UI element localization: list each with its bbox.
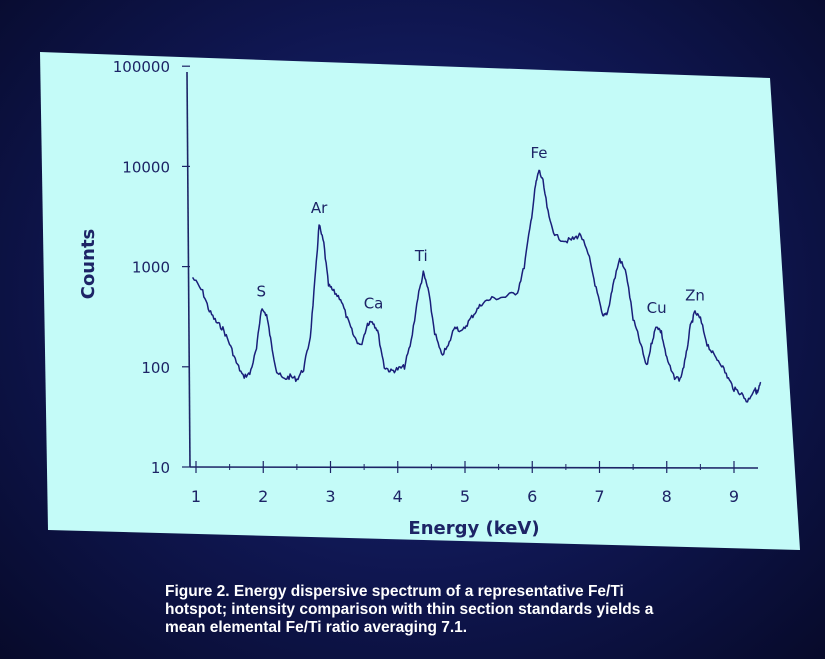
y-axis-line [186, 71, 191, 468]
x-tick-label: 1 [191, 487, 201, 506]
y-tick-group: 10 100 1000 10000 100000 [113, 58, 190, 477]
peak-label-fe: Fe [530, 144, 547, 162]
peak-label-s: S [256, 283, 266, 301]
x-axis-title: Energy (keV) [408, 518, 539, 539]
peak-label-ar: Ar [311, 199, 328, 217]
caption-line-2: hotspot; intensity comparison with thin … [165, 601, 654, 618]
spectrum-line [191, 169, 762, 403]
peak-label-group: S Ar Ca Ti Fe Cu Zn [256, 144, 704, 317]
x-tick-label: 7 [594, 487, 604, 506]
y-axis-title: Counts [78, 229, 99, 300]
x-tick-group: 1 2 3 4 5 6 7 8 9 [191, 461, 739, 506]
chart-panel [40, 52, 800, 550]
y-tick-label: 10 [151, 459, 170, 477]
peak-label-ti: Ti [414, 247, 428, 265]
chart-axes [186, 71, 759, 469]
caption-line-1: Figure 2. Energy dispersive spectrum of … [165, 583, 624, 600]
x-tick-label: 2 [258, 487, 268, 506]
x-tick-label: 5 [460, 487, 470, 506]
peak-label-cu: Cu [647, 299, 667, 317]
figure-caption: Figure 2. Energy dispersive spectrum of … [165, 583, 725, 637]
y-tick-label: 100000 [113, 58, 170, 76]
caption-line-3: mean elemental Fe/Ti ratio averaging 7.1… [165, 619, 468, 636]
x-tick-label: 3 [325, 487, 335, 506]
x-tick-label: 9 [729, 487, 739, 506]
peak-label-zn: Zn [685, 286, 705, 304]
x-tick-label: 6 [527, 487, 537, 506]
x-axis-line [189, 466, 759, 469]
x-tick-label: 8 [662, 487, 672, 506]
y-tick-label: 1000 [132, 259, 170, 277]
x-tick-label: 4 [393, 487, 403, 506]
y-tick-label: 100 [141, 359, 170, 377]
y-tick-label: 10000 [122, 158, 170, 176]
peak-label-ca: Ca [364, 294, 384, 312]
